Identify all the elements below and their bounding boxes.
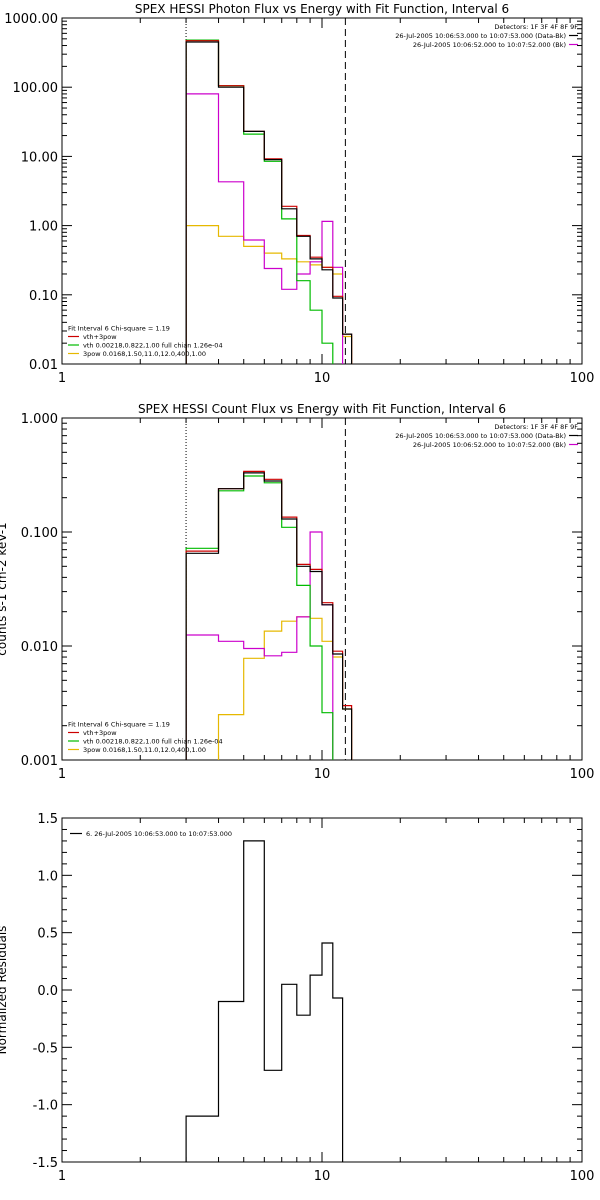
series-group (185, 470, 353, 760)
x-tick-label: 1 (58, 371, 66, 386)
y-tick-label: 1.0 (37, 869, 58, 884)
info-line: 26-Jul-2005 10:06:53.000 to 10:07:53.000… (395, 432, 566, 440)
series-group (185, 39, 353, 364)
x-tick-label: 100 (570, 1169, 595, 1184)
chart-panel-1: SPEX HESSI Photon Flux vs Energy with Fi… (4, 2, 595, 386)
chart-panel-2: SPEX HESSI Count Flux vs Energy with Fit… (0, 402, 595, 782)
y-tick-label: 0.01 (29, 358, 58, 373)
x-tick-label: 1 (58, 767, 66, 782)
y-tick-label: 0.010 (21, 640, 58, 655)
fit-legend-line: Fit Interval 6 Chi-square = 1.19 (68, 325, 170, 333)
y-tick-label: 100.00 (13, 81, 59, 96)
x-tick-label: 1 (58, 1169, 66, 1184)
y-tick-label: 1.5 (37, 812, 58, 827)
info-line: 26-Jul-2005 10:06:53.000 to 10:07:53.000… (395, 32, 566, 40)
y-tick-label: -1.5 (33, 1156, 58, 1171)
chart-panel-3: Normalized Residuals 1 10 100 -1.5 -1.0 -0.5 0.… (0, 812, 595, 1184)
x-tick-label: 100 (570, 767, 595, 782)
series-black-line (185, 41, 353, 364)
y-axis-ticks (62, 417, 582, 761)
info-line: Detectors: 1F 3F 4F 8F 9F (494, 23, 578, 31)
fit-legend: Fit Interval 6 Chi-square = 1.19vth+3pow… (68, 325, 223, 358)
fit-legend-line: 3pow 0.0168,1.50,11.0,12.0,400,1.00 (83, 350, 206, 358)
series-residuals-line (185, 840, 344, 1162)
chart-title: SPEX HESSI Photon Flux vs Energy with Fi… (135, 2, 509, 16)
fit-legend-line: vth 0.00218,0.822,1.00 full chian 1.26e-… (83, 342, 223, 350)
fit-legend-line: 3pow 0.0168,1.50,11.0,12.0,400,1.00 (83, 746, 206, 754)
fit-legend-line: vth+3pow (83, 729, 117, 737)
info-line: 26-Jul-2005 10:06:52.000 to 10:07:52.000… (413, 441, 566, 449)
series-black-line (185, 472, 353, 760)
x-axis-ticks (61, 18, 571, 364)
y-axis-ticks (62, 817, 582, 1163)
x-tick-label: 10 (314, 371, 331, 386)
y-tick-label: 1.00 (29, 220, 58, 235)
x-axis-ticks (61, 418, 571, 760)
y-tick-label: -0.5 (33, 1041, 58, 1056)
fit-legend-line: vth+3pow (83, 333, 117, 341)
series-magenta-line (185, 93, 344, 364)
y-tick-label: 10.00 (21, 150, 58, 165)
y-tick-label: 0.5 (37, 927, 58, 942)
fit-legend-line: Fit Interval 6 Chi-square = 1.19 (68, 721, 170, 729)
series-magenta-line (185, 531, 334, 760)
residual-legend-label: 6. 26-Jul-2005 10:06:53.000 to 10:07:53.… (86, 830, 232, 838)
y-tick-label: 1.000 (21, 412, 58, 427)
y-axis-ticks (62, 17, 582, 365)
y-tick-label: 0.10 (29, 289, 58, 304)
x-axis-ticks (61, 818, 571, 1162)
x-tick-label: 10 (314, 767, 331, 782)
y-tick-label: 0.0 (37, 984, 58, 999)
y-tick-label: -1.0 (33, 1099, 58, 1114)
x-tick-label: 10 (314, 1169, 331, 1184)
fit-legend-line: vth 0.00218,0.822,1.00 full chian 1.26e-… (83, 738, 223, 746)
y-tick-label: 0.100 (21, 526, 58, 541)
y-axis-label: Normalized Residuals (0, 926, 9, 1055)
y-tick-label: 1000.00 (4, 12, 58, 27)
y-axis-label: counts s-1 cm-2 keV-1 (0, 522, 9, 655)
info-line: Detectors: 1F 3F 4F 8F 9F (494, 423, 578, 431)
y-tick-label: 0.001 (21, 754, 58, 769)
series-group (185, 840, 344, 1162)
x-tick-label: 100 (570, 371, 595, 386)
info-line: 26-Jul-2005 10:06:52.000 to 10:07:52.000… (413, 41, 566, 49)
chart-title: SPEX HESSI Count Flux vs Energy with Fit… (138, 402, 506, 416)
fit-legend: Fit Interval 6 Chi-square = 1.19vth+3pow… (68, 721, 223, 754)
